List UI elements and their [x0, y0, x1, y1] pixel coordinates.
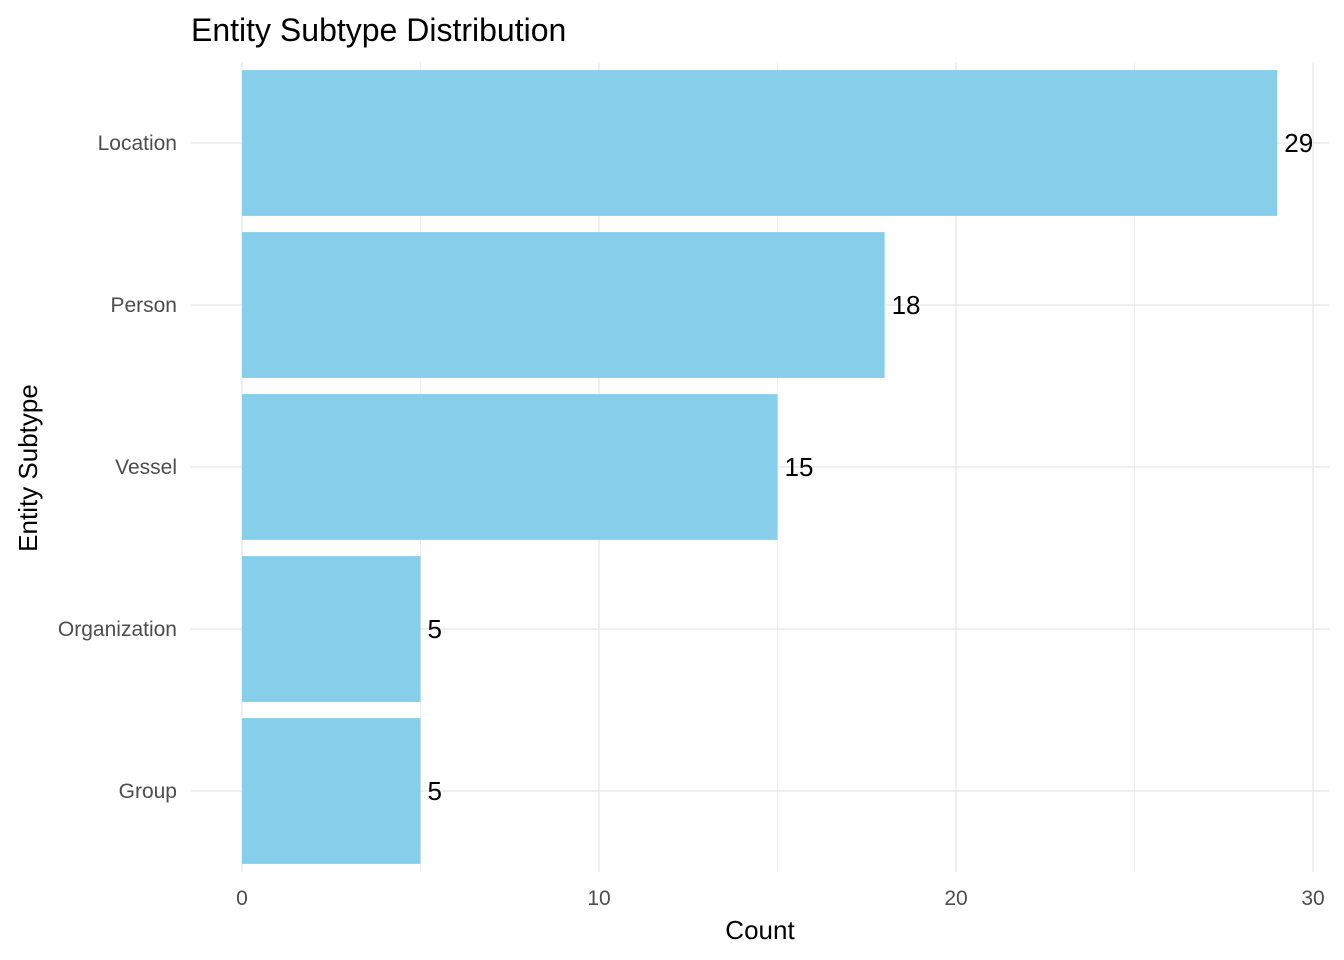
x-axis-ticks: 0 10 20 30: [236, 887, 1325, 910]
y-axis-title: Entity Subtype: [13, 384, 43, 552]
bar-person: [242, 232, 885, 378]
y-axis-ticks: Location Person Vessel Organization Group: [58, 132, 177, 803]
x-tick-label: 20: [944, 887, 967, 910]
x-tick-label: 10: [587, 887, 610, 910]
y-tick-label: Group: [119, 780, 177, 803]
data-label-location: 29: [1284, 128, 1313, 158]
x-tick-label: 0: [236, 887, 248, 910]
x-tick-label: 30: [1301, 887, 1324, 910]
data-label-group: 5: [428, 776, 442, 806]
data-label-vessel: 15: [785, 452, 814, 482]
chart-title: Entity Subtype Distribution: [191, 12, 566, 48]
bar-organization: [242, 556, 421, 702]
data-label-person: 18: [892, 290, 921, 320]
bar-location: [242, 70, 1278, 216]
data-labels: 29 18 15 5 5: [428, 128, 1314, 806]
y-tick-label: Organization: [58, 618, 177, 641]
y-tick-label: Vessel: [115, 456, 177, 479]
bar-group: [242, 718, 421, 864]
bars: [242, 70, 1278, 864]
y-tick-label: Person: [110, 294, 177, 317]
y-tick-label: Location: [98, 132, 177, 155]
bar-vessel: [242, 394, 778, 540]
data-label-organization: 5: [428, 614, 442, 644]
x-axis-title: Count: [725, 915, 795, 945]
